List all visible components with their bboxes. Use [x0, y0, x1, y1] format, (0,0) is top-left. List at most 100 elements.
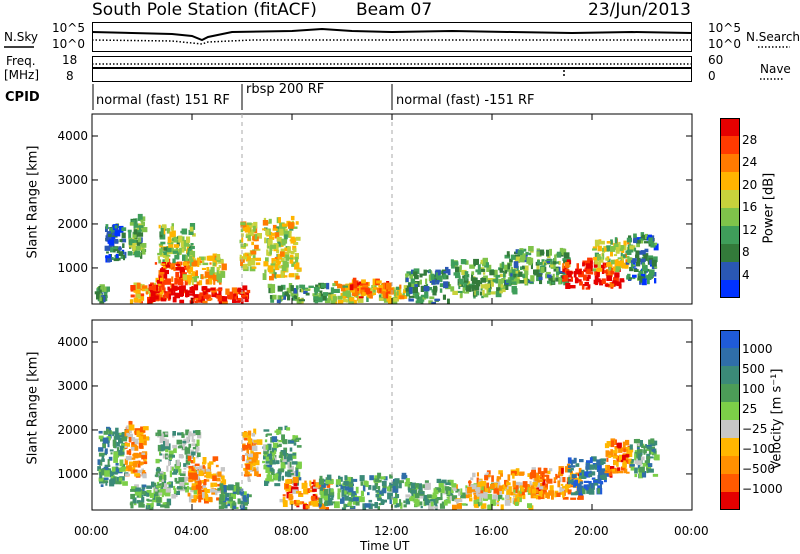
- velocity-cell-4: [217, 471, 222, 477]
- velocity-cell-11: [514, 481, 521, 488]
- power-cell-6: [171, 230, 176, 238]
- velocity-cell-3: [189, 495, 195, 498]
- power-cell-13: [350, 289, 355, 293]
- nave-tick-top: 60: [708, 53, 724, 67]
- power-cell-4: [191, 286, 194, 292]
- power-cell-0: [97, 298, 101, 302]
- power-cell-2: [137, 232, 144, 237]
- power-cell-8: [242, 285, 248, 291]
- power-cell-19: [626, 275, 629, 280]
- velocity-cell-9: [395, 494, 400, 499]
- power-cell-14: [419, 273, 423, 278]
- velocity-cell-7: [274, 473, 279, 477]
- power-cell-4: [148, 299, 153, 304]
- power-cell-11: [324, 298, 331, 304]
- velocity-colorbar-cell: [720, 456, 740, 475]
- velocity-cell-8: [288, 493, 293, 501]
- velocity-cell-9: [341, 490, 347, 497]
- velocity-cell-6: [244, 470, 249, 476]
- power-cell-12: [345, 299, 351, 302]
- power-cell-10: [296, 269, 301, 273]
- velocity-cell-13: [532, 489, 536, 494]
- velocity-cell-4: [213, 482, 218, 487]
- velocity-cell-0: [104, 470, 110, 477]
- velocity-cell-0: [118, 477, 123, 485]
- velocity-cell-3: [163, 474, 167, 481]
- power-cell-8: [195, 297, 199, 300]
- velocity-cell-8: [282, 494, 286, 497]
- power-cell-11: [284, 291, 289, 295]
- power-cell-9: [240, 228, 244, 233]
- power-cell-12: [395, 286, 400, 290]
- velocity-cell-3: [165, 432, 168, 435]
- power-colorbar: [720, 118, 740, 298]
- velocity-cell-0: [106, 428, 111, 433]
- power-cell-11: [280, 284, 286, 290]
- power-cell-19: [647, 261, 651, 265]
- velocity-cell-5: [246, 494, 252, 498]
- velocity-cell-7: [276, 472, 281, 480]
- power-cell-5: [181, 272, 187, 275]
- velocity-cell-9: [389, 474, 393, 479]
- power-cell-2: [140, 252, 143, 259]
- power-cell-7: [189, 255, 193, 261]
- power-cell-2: [134, 250, 141, 258]
- velocity-cell-15: [616, 443, 619, 448]
- power-cell-17: [573, 270, 577, 278]
- velocity-cell-5: [225, 497, 231, 501]
- velocity-cell-3: [175, 481, 180, 484]
- velocity-cell-14: [599, 458, 604, 466]
- power-cell-18: [592, 248, 597, 251]
- velocity-cell-8: [285, 481, 289, 489]
- power-cell-4: [190, 297, 196, 300]
- velocity-cell-12: [502, 488, 505, 495]
- velocity-cell-0: [98, 477, 104, 482]
- velocity-cell-7: [275, 460, 280, 464]
- power-cell-12: [332, 283, 336, 287]
- power-cell-12: [337, 295, 343, 300]
- power-cell-19: [640, 250, 646, 255]
- velocity-cell-14: [601, 469, 607, 477]
- velocity-cell-2: [156, 501, 161, 506]
- velocity-cell-0: [115, 427, 119, 435]
- freq-label: Freq.: [6, 54, 36, 68]
- velocity-cell-11: [456, 502, 462, 509]
- velocity-cell-11: [451, 495, 458, 502]
- power-cell-10: [265, 257, 269, 263]
- velocity-cell-12: [486, 471, 489, 478]
- velocity-cell-8: [309, 489, 315, 493]
- velocity-cell-0: [118, 450, 123, 456]
- velocity-cell-14: [594, 463, 598, 470]
- velocity-cell-4: [204, 475, 207, 478]
- velocity-cell-4: [215, 464, 219, 468]
- power-cell-9: [250, 259, 256, 266]
- velocity-cell-0: [97, 466, 101, 471]
- power-cell-11: [319, 290, 323, 296]
- power-cell-10: [267, 245, 270, 249]
- velocity-cell-0: [111, 431, 117, 434]
- power-cell-6: [166, 228, 171, 234]
- velocity-cell-1: [124, 458, 128, 465]
- power-cell-17: [582, 260, 589, 266]
- velocity-cell-11: [473, 494, 477, 500]
- power-cell-4: [172, 296, 177, 303]
- velocity-cell-9: [380, 502, 385, 505]
- power-cell-0: [103, 295, 106, 303]
- power-cell-17: [601, 278, 606, 284]
- power-cell-16: [538, 262, 542, 266]
- velocity-cell-12: [480, 482, 486, 487]
- power-cell-11: [291, 298, 295, 301]
- velocity-cell-10: [407, 483, 411, 491]
- power-cell-18: [593, 256, 597, 261]
- nsearch-dotted-legend: [758, 46, 790, 48]
- velocity-cell-9: [369, 475, 374, 481]
- velocity-cell-9: [351, 494, 357, 500]
- power-cell-19: [629, 267, 634, 272]
- velocity-cell-8: [286, 492, 290, 499]
- power-cell-8: [228, 291, 234, 296]
- velocity-cell-14: [579, 472, 584, 479]
- power-cell-17: [596, 272, 600, 276]
- power-cell-10: [295, 275, 300, 280]
- power-cell-15: [480, 259, 483, 264]
- power-cell-3: [139, 301, 143, 304]
